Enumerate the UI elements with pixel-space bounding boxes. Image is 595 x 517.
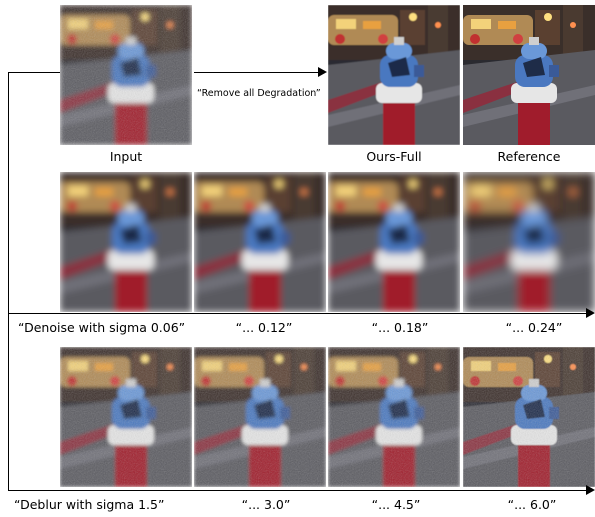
deblur-arrow-head (586, 485, 595, 495)
deblur-arrow-line (8, 490, 586, 491)
deblur-label-1: “Deblur with sigma 1.5” (14, 497, 165, 512)
denoise-arrow-line (8, 313, 586, 314)
denoise-image-4 (463, 172, 595, 312)
instruction-arrow-line (194, 72, 318, 73)
ours-full-image (328, 5, 460, 145)
deblur-image-2 (194, 347, 326, 487)
instruction-label: “Remove all Degradation” (197, 88, 321, 99)
reference-label: Reference (497, 149, 561, 164)
denoise-image-2 (194, 172, 326, 312)
deblur-label-3: “... 4.5” (371, 497, 421, 512)
feed-line-top (8, 72, 60, 73)
input-image (60, 5, 192, 145)
denoise-image-3 (328, 172, 460, 312)
denoise-label-3: “... 0.18” (371, 320, 429, 335)
deblur-label-2: “... 3.0” (241, 497, 291, 512)
ours-full-label: Ours-Full (366, 149, 422, 164)
denoise-label-1: “Denoise with sigma 0.06” (18, 320, 186, 335)
deblur-label-4: “... 6.0” (507, 497, 557, 512)
reference-image (463, 5, 595, 145)
deblur-image-4 (463, 347, 595, 487)
input-label: Input (109, 149, 143, 164)
denoise-image-1 (60, 172, 192, 312)
deblur-image-1 (60, 347, 192, 487)
denoise-label-2: “... 0.12” (235, 320, 293, 335)
feed-line (8, 72, 9, 490)
deblur-image-3 (328, 347, 460, 487)
instruction-arrow-head (318, 67, 327, 77)
denoise-label-4: “... 0.24” (505, 320, 563, 335)
denoise-arrow-head (586, 308, 595, 318)
